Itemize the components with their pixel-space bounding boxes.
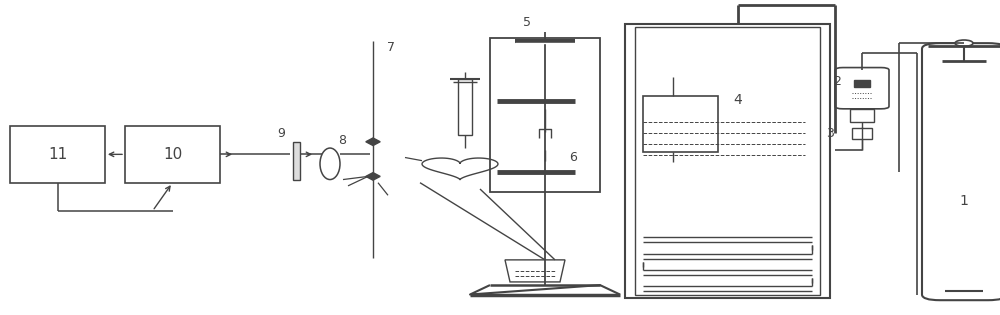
Text: 11: 11 [48, 147, 67, 162]
Bar [625, 24, 830, 298]
Text: 10: 10 [163, 147, 182, 162]
Bar [458, 79, 472, 135]
Bar [527, 162, 539, 169]
Bar [527, 172, 539, 179]
Bar [643, 96, 718, 152]
Bar [850, 110, 874, 122]
Bar [10, 126, 105, 183]
Polygon shape [366, 173, 380, 180]
Text: 3: 3 [826, 127, 834, 140]
Text: 7: 7 [387, 41, 395, 54]
Ellipse shape [521, 138, 569, 161]
FancyBboxPatch shape [922, 43, 1000, 300]
Bar [635, 27, 820, 295]
Text: 5: 5 [523, 15, 531, 29]
Ellipse shape [955, 40, 973, 46]
Text: 9: 9 [277, 127, 285, 140]
Bar [527, 101, 539, 109]
FancyBboxPatch shape [835, 68, 889, 109]
Text: 8: 8 [338, 134, 346, 147]
Bar [293, 142, 300, 180]
Text: 2: 2 [833, 75, 841, 89]
Bar [125, 126, 220, 183]
Text: 1: 1 [960, 194, 968, 208]
Text: 6: 6 [569, 151, 577, 164]
Bar [490, 38, 600, 192]
Polygon shape [366, 138, 380, 146]
Bar [854, 80, 870, 87]
Bar [852, 129, 872, 139]
Text: 4: 4 [733, 93, 742, 107]
Ellipse shape [320, 148, 340, 180]
Bar [527, 90, 539, 98]
